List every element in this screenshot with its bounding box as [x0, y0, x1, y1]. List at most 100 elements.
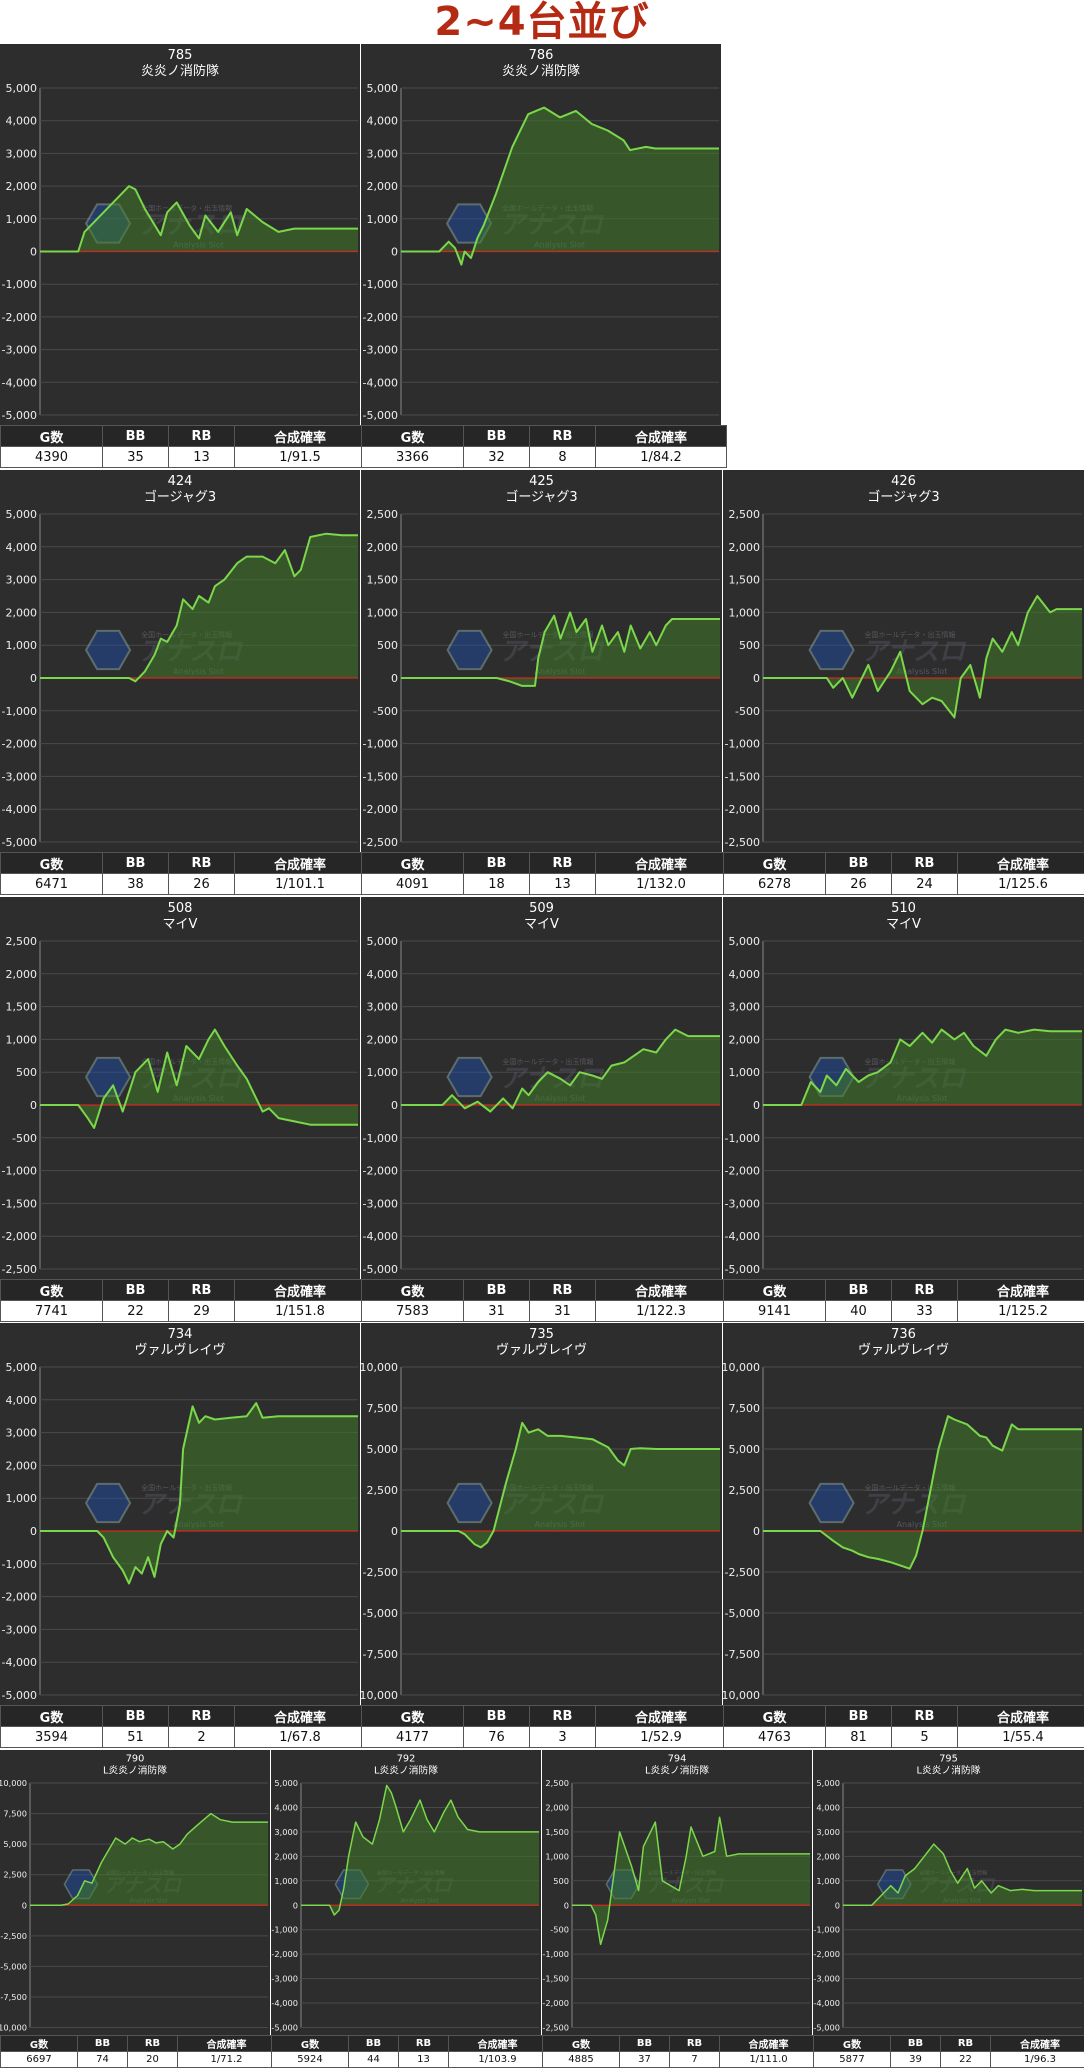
stats-header-cell: BB — [464, 853, 530, 874]
stats-value-cell: 1/67.8 — [235, 1727, 366, 1748]
y-tick-label: -2,000 — [363, 803, 398, 816]
stats-value-cell: 32 — [464, 447, 530, 468]
machine-name: L炎炎ノ消防隊 — [103, 1763, 167, 1776]
y-tick-label: -2,000 — [725, 1165, 760, 1178]
slump-chart: 509マイV5,0004,0003,0002,0001,0000-1,000-2… — [361, 897, 722, 1279]
stats-value-cell: 22 — [941, 2052, 991, 2068]
stats-value-cell: 2 — [169, 1727, 235, 1748]
y-tick-label: -3,000 — [363, 344, 398, 357]
stats-header-cell: BB — [103, 1706, 169, 1727]
y-tick-label: 0 — [753, 672, 760, 685]
stats-header-cell: 合成確率 — [596, 1706, 727, 1727]
y-tick-label: 5,000 — [274, 1778, 298, 1788]
y-tick-label: 2,000 — [6, 606, 38, 619]
stats-header-cell: BB — [103, 1280, 169, 1301]
machine-name: L炎炎ノ消防隊 — [917, 1763, 981, 1776]
y-tick-label: 3,000 — [816, 1827, 840, 1837]
y-tick-label: -1,000 — [363, 738, 398, 751]
y-tick-label: -3,000 — [813, 1974, 840, 1984]
stats-value-cell: 3 — [530, 1727, 596, 1748]
y-tick-label: -1,000 — [363, 278, 398, 291]
stats-value-cell: 4091 — [362, 874, 464, 895]
stats-header-cell: 合成確率 — [235, 426, 366, 447]
stats-value-cell: 1/71.2 — [178, 2052, 276, 2068]
y-tick-label: -1,000 — [363, 1132, 398, 1145]
watermark-toptext: 全国ホールデータ・出玉情報 — [865, 630, 956, 639]
y-tick-label: 4,000 — [274, 1802, 298, 1812]
y-tick-label: 2,500 — [367, 1484, 399, 1497]
machine-name: ゴージャグ3 — [505, 489, 577, 505]
y-tick-label: -4,000 — [725, 1230, 760, 1243]
stats-value-cell: 24 — [892, 874, 958, 895]
y-tick-label: 2,000 — [729, 1033, 761, 1046]
slump-chart: 785炎炎ノ消防隊5,0004,0003,0002,0001,0000-1,00… — [0, 44, 360, 425]
stats-header-cell: RB — [128, 2036, 178, 2052]
y-tick-label: -3,000 — [2, 770, 37, 783]
stats-header-cell: BB — [349, 2036, 399, 2052]
y-tick-label: -10,000 — [361, 1689, 398, 1702]
machine-number: 508 — [168, 901, 193, 916]
machine-number: 424 — [168, 474, 193, 489]
stats-value-cell: 1/125.2 — [958, 1301, 1084, 1322]
y-tick-label: -3,000 — [363, 1197, 398, 1210]
y-tick-label: -5,000 — [725, 1607, 760, 1620]
y-tick-label: 1,500 — [367, 574, 399, 587]
y-tick-label: 4,000 — [729, 968, 761, 981]
y-tick-label: 1,000 — [545, 1851, 569, 1861]
y-tick-label: -1,500 — [2, 1197, 37, 1210]
stats-value-cell: 40 — [826, 1301, 892, 1322]
watermark-text: アナスロ — [862, 637, 967, 667]
y-tick-label: 10,000 — [361, 1361, 398, 1374]
stats-header-cell: 合成確率 — [596, 853, 727, 874]
stats-header-cell: G数 — [362, 1280, 464, 1301]
stats-header-cell: G数 — [1, 853, 103, 874]
y-tick-label: -2,500 — [542, 2023, 569, 2033]
y-tick-label: 0 — [30, 246, 37, 259]
stats-value-cell: 7 — [670, 2052, 720, 2068]
y-tick-label: -2,000 — [2, 738, 37, 751]
stats-header-cell: BB — [620, 2036, 670, 2052]
y-tick-label: 2,000 — [367, 180, 399, 193]
y-tick-label: -4,000 — [363, 376, 398, 389]
machine-number: 795 — [939, 1753, 958, 1764]
machine-number: 510 — [891, 901, 916, 916]
y-tick-label: 2,000 — [6, 1459, 38, 1472]
stats-value-cell: 29 — [169, 1301, 235, 1322]
y-tick-label: -4,000 — [2, 1656, 37, 1669]
page-title: 2~4台並び — [0, 0, 1084, 44]
y-tick-label: 0 — [391, 1525, 398, 1538]
y-tick-label: 3,000 — [6, 147, 38, 160]
y-tick-label: 2,500 — [729, 508, 761, 521]
y-tick-label: 3,000 — [729, 1001, 761, 1014]
stats-value-cell: 13 — [169, 447, 235, 468]
stats-header-cell: G数 — [1, 1706, 103, 1727]
stats-header-cell: G数 — [1, 1280, 103, 1301]
stats-header-cell: BB — [78, 2036, 128, 2052]
y-tick-label: -5,000 — [363, 1607, 398, 1620]
stats-value-cell: 3594 — [1, 1727, 103, 1748]
stats-header-cell: G数 — [724, 853, 826, 874]
y-tick-label: 1,000 — [6, 1033, 38, 1046]
machine-name: ヴァルヴレイヴ — [134, 1342, 225, 1358]
y-tick-label: -1,000 — [725, 738, 760, 751]
y-tick-label: 10,000 — [723, 1361, 760, 1374]
stats-value-cell: 26 — [169, 874, 235, 895]
y-tick-label: 0 — [30, 1525, 37, 1538]
stats-header-cell: BB — [826, 1706, 892, 1727]
machine-name: マイV — [524, 917, 559, 932]
stats-value-cell: 39 — [891, 2052, 941, 2068]
y-tick-label: -2,500 — [363, 836, 398, 849]
machine-name: 炎炎ノ消防隊 — [141, 63, 219, 79]
stats-value-cell: 4177 — [362, 1727, 464, 1748]
stats-value-cell: 4763 — [724, 1727, 826, 1748]
